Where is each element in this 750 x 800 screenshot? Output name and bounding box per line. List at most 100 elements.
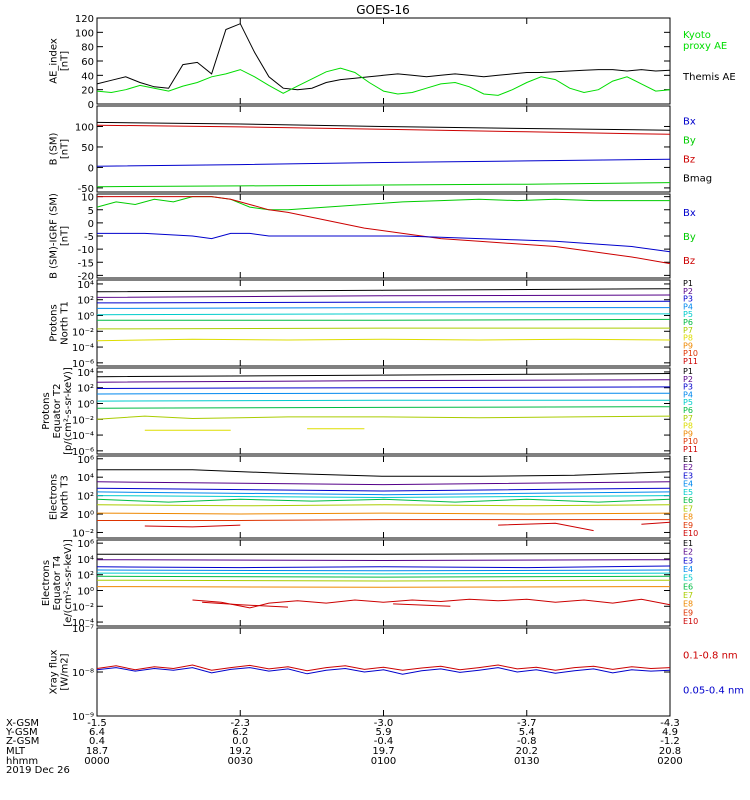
legend-P11: P11 [683, 445, 698, 454]
series-line-E4 [96, 569, 671, 572]
legend-E4: E4 [683, 565, 693, 574]
x-tick-value: 5.9 [376, 727, 392, 738]
x-tick-value: 0.4 [89, 736, 105, 747]
y-tick-label: -50 [78, 184, 94, 195]
series-line-E10b [202, 601, 289, 608]
y-axis-label: Xray flux [49, 650, 60, 695]
y-tick-label: 100 [75, 122, 94, 133]
y-tick-label: 10⁰ [77, 400, 94, 411]
legend-P10: P10 [683, 349, 698, 358]
y-axis-label: Equator T2 [52, 384, 63, 439]
y-tick-label: -5 [84, 232, 94, 243]
series-line-E4 [96, 491, 671, 496]
series-line-Kyoto proxy AE [96, 67, 671, 96]
x-tick-value: 0030 [228, 756, 253, 767]
panel-frame [96, 627, 671, 717]
series-line-E7 [96, 579, 671, 582]
legend-P4: P4 [683, 302, 693, 311]
series-line-E10b [498, 522, 594, 532]
legend-0.05-0.4-nm: 0.05-0.4 nm [683, 686, 744, 697]
panel-frame [96, 105, 671, 193]
y-tick-label: 10⁰ [77, 510, 94, 521]
legend-By: By [683, 232, 696, 243]
x-tick-value: -3.7 [517, 718, 537, 729]
series-line-E3 [96, 565, 671, 569]
y-tick-label: 10⁻² [72, 327, 94, 338]
y-tick-label: -15 [78, 258, 94, 269]
x-row-label: hhmm [6, 756, 38, 767]
y-tick-label: 10⁴ [77, 555, 94, 566]
series-line-E1 [97, 552, 671, 555]
series-line-E2 [96, 481, 671, 486]
y-tick-label: 10⁰ [77, 586, 94, 597]
x-tick-value: 20.2 [516, 746, 538, 757]
x-tick-value: 0200 [657, 756, 682, 767]
legend-Themis-AE: Themis AE [682, 72, 736, 83]
legend-P9: P9 [683, 429, 693, 438]
legend-P10: P10 [683, 437, 698, 446]
series-line-E7 [96, 504, 671, 507]
y-tick-label: 10⁻² [72, 528, 94, 539]
legend-E9: E9 [683, 521, 693, 530]
legend-P6: P6 [683, 406, 693, 415]
x-tick-value: 0000 [84, 756, 109, 767]
x-row-label: Y-GSM [5, 727, 38, 738]
legend-E1: E1 [683, 539, 693, 548]
series-line-P5 [96, 399, 670, 402]
legend-P5: P5 [683, 398, 693, 407]
series-line-E10c [393, 603, 451, 607]
x-tick-value: 0130 [514, 756, 539, 767]
panel-frame [96, 539, 671, 627]
y-tick-label: 10⁻⁹ [72, 712, 94, 723]
y-tick-label: 0 [88, 219, 94, 230]
legend-P2: P2 [683, 287, 693, 296]
y-axis-label: Electrons [41, 560, 52, 606]
series-line-P1 [96, 288, 671, 293]
legend-P4: P4 [683, 390, 693, 399]
y-tick-label: 10⁻⁶ [72, 447, 94, 458]
series-line-P1 [96, 373, 671, 378]
y-tick-label: 80 [81, 43, 94, 54]
x-tick-value: 0.0 [232, 736, 248, 747]
legend-Kyoto: Kyoto [683, 30, 711, 41]
y-tick-label: -20 [78, 271, 94, 282]
panel-bigrf: -20 -15 -10 -5 0 5 10 B (SM)-IGRF (SM) [nT] Bx By B… [49, 193, 696, 283]
x-tick-value: 19.2 [229, 746, 251, 757]
y-tick-label: 10 [81, 193, 94, 204]
y-axis-label: Protons [41, 392, 52, 429]
legend-P1: P1 [683, 279, 693, 288]
panel-frame [96, 279, 671, 367]
legend-P1: P1 [683, 367, 693, 376]
series-line-E10c [641, 521, 671, 525]
legend-0.1-0.8-nm: 0.1-0.8 nm [683, 650, 738, 661]
series-line-E8 [96, 512, 671, 515]
series-line-P6 [96, 406, 671, 409]
x-tick-value: 6.4 [89, 727, 105, 738]
legend-E8: E8 [683, 600, 693, 609]
legend-E3: E3 [683, 471, 693, 480]
x-row-label: X-GSM [6, 718, 39, 729]
legend-P7: P7 [683, 326, 693, 335]
y-axis-label: North T1 [60, 301, 71, 345]
y-tick-label: 10² [77, 296, 94, 307]
x-tick-value: 4.9 [662, 727, 678, 738]
legend-Bz: Bz [683, 155, 695, 166]
panel-prot_t1: 10⁴ 10² 10⁰ 10⁻² 10⁻⁴ 10⁻⁶ Protons North T1 P1P2… [49, 279, 699, 370]
y-axis-label: AE_index [49, 38, 60, 84]
series-line-P6 [97, 318, 671, 321]
x-tick-value: -1.2 [660, 736, 680, 747]
x-tick-value: 20.8 [659, 746, 681, 757]
y-axis-label: B (SM)-IGRF (SM) [49, 193, 60, 279]
legend-E10: E10 [683, 529, 698, 538]
y-axis-label: [e/(cm²-s-sr-keV)] [63, 539, 74, 627]
series-line-P5 [96, 313, 670, 316]
legend-Bx: Bx [683, 208, 696, 219]
legend-P8: P8 [683, 422, 693, 431]
legend-E3: E3 [683, 556, 693, 565]
series-line-E9 [97, 519, 670, 521]
x-tick-value: 5.4 [519, 727, 535, 738]
series-line-E5 [96, 495, 671, 499]
legend-E7: E7 [683, 591, 693, 600]
